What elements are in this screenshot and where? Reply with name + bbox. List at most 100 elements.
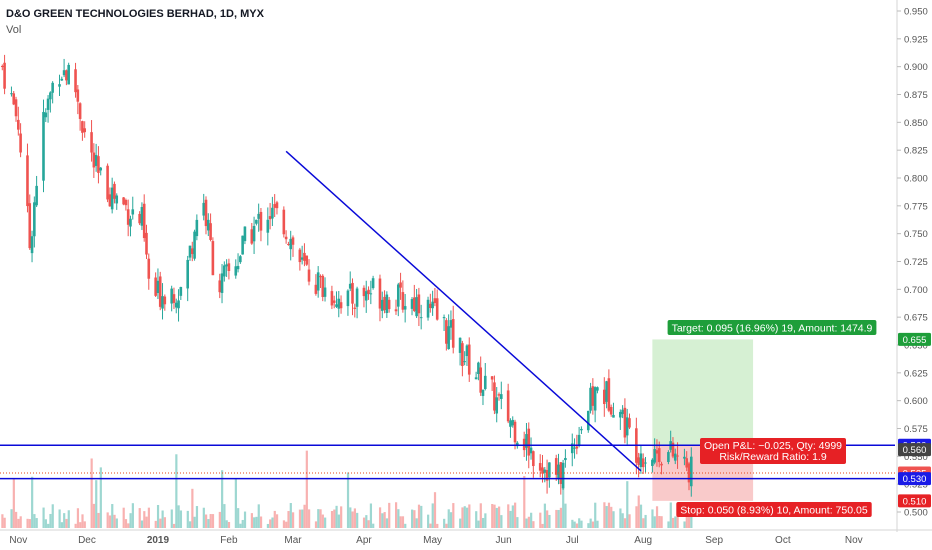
volume-bar xyxy=(619,508,622,528)
volume-bar xyxy=(51,504,54,528)
candle xyxy=(156,280,160,294)
candle xyxy=(319,276,322,278)
candle xyxy=(81,121,84,133)
candle xyxy=(252,225,256,242)
candle xyxy=(287,243,290,245)
volume-bar xyxy=(594,502,597,528)
volume-bar xyxy=(685,513,688,528)
candle xyxy=(657,448,661,463)
volume-bar xyxy=(564,503,567,528)
candle xyxy=(284,236,288,240)
volume-bar xyxy=(369,503,373,528)
y-tick-label: 0.925 xyxy=(904,34,928,45)
candle xyxy=(209,223,212,240)
candle xyxy=(33,202,36,237)
volume-bar xyxy=(156,504,160,528)
volume-bar xyxy=(394,502,398,528)
volume-bar xyxy=(653,516,656,528)
candle xyxy=(76,89,80,102)
candle xyxy=(433,298,437,304)
candle xyxy=(623,407,627,438)
candle xyxy=(458,337,462,353)
y-tick-label: 0.575 xyxy=(904,424,928,435)
volume-bar xyxy=(33,514,36,528)
candle xyxy=(586,410,590,431)
volume-bar xyxy=(221,470,224,528)
volume-bar xyxy=(67,510,70,528)
volume-bar xyxy=(97,512,100,528)
volume-bar xyxy=(131,503,134,528)
volume-bar xyxy=(367,520,370,528)
x-tick-label: Aug xyxy=(634,535,652,546)
volume-bar xyxy=(548,514,551,528)
volume-bar xyxy=(188,521,192,528)
candle xyxy=(380,299,384,311)
candle xyxy=(51,82,54,93)
candle xyxy=(268,216,272,220)
candle xyxy=(591,386,595,406)
volume-bar xyxy=(587,523,590,528)
candle xyxy=(97,156,100,173)
volume-bar xyxy=(63,513,66,528)
candle xyxy=(190,248,194,255)
volume-bar xyxy=(186,510,189,528)
candle xyxy=(474,377,478,380)
candle xyxy=(351,282,354,304)
candle xyxy=(637,457,640,465)
volume-bar xyxy=(417,504,421,528)
volume-bar xyxy=(285,521,288,528)
candle xyxy=(527,428,531,456)
y-tick-label: 0.550 xyxy=(904,452,928,463)
candle xyxy=(525,434,528,448)
volume-bar xyxy=(124,519,128,528)
volume-bar xyxy=(449,512,453,528)
stop-annotation-label: Stop: 0.050 (8.93%) 10, Amount: 750.05 xyxy=(680,505,868,517)
volume-bar xyxy=(35,518,38,528)
candle xyxy=(660,463,663,466)
candle xyxy=(426,299,430,318)
volume-bar xyxy=(321,514,324,528)
candle xyxy=(516,442,519,447)
volume-bar xyxy=(60,522,64,528)
candle xyxy=(46,98,50,110)
candle xyxy=(188,245,192,258)
candle xyxy=(371,278,375,289)
target-annotation-box xyxy=(667,320,877,335)
volume-bar xyxy=(257,504,260,528)
volume-bar xyxy=(365,515,368,528)
volume-bar xyxy=(154,520,157,528)
volume-bar xyxy=(291,512,295,528)
candle xyxy=(429,303,432,309)
volume-bar xyxy=(413,510,416,528)
volume-bar xyxy=(546,510,549,528)
candle xyxy=(30,236,34,254)
volume-bar xyxy=(138,508,141,528)
candle xyxy=(138,213,141,224)
candle xyxy=(396,284,400,307)
volume-bar xyxy=(639,504,643,528)
pnl-box xyxy=(700,438,846,464)
candle xyxy=(497,394,501,396)
candle xyxy=(612,414,615,418)
candle xyxy=(522,438,526,451)
candle xyxy=(509,420,512,427)
volume-bar xyxy=(99,467,102,528)
candle xyxy=(596,387,599,391)
x-tick-label: Jun xyxy=(496,535,512,546)
price-badge-6 xyxy=(898,494,931,508)
price-badge-label-5: 0.530 xyxy=(903,474,927,485)
volume-bar xyxy=(269,519,272,528)
volume-bar xyxy=(559,507,563,528)
volume-bar xyxy=(31,476,34,528)
candle xyxy=(42,111,45,181)
volume-bar xyxy=(575,523,579,528)
candle xyxy=(463,361,466,363)
candle xyxy=(483,375,487,390)
volume-bar xyxy=(351,511,354,528)
candle xyxy=(435,298,439,320)
volume-bar xyxy=(211,514,215,528)
candle xyxy=(577,434,581,446)
y-tick-label: 0.750 xyxy=(904,229,928,240)
volume-bar xyxy=(516,517,519,528)
